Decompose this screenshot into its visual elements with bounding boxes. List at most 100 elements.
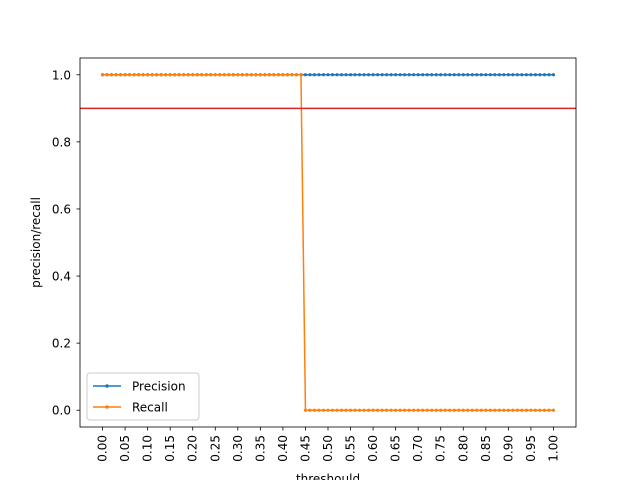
series-point-recall — [263, 73, 267, 77]
series-point-recall — [294, 73, 299, 77]
series-point-precision — [457, 73, 461, 77]
series-point-precision — [348, 73, 353, 77]
series-point-recall — [245, 73, 249, 77]
series-point-recall — [430, 408, 434, 412]
series-point-recall — [209, 73, 213, 77]
legend-label-precision: Precision — [132, 380, 186, 394]
series-point-precision — [466, 73, 470, 77]
series-point-recall — [249, 73, 253, 77]
series-point-recall — [186, 73, 190, 77]
series-point-recall — [168, 73, 172, 77]
x-tick-label: 0.50 — [321, 435, 335, 462]
series-point-recall — [403, 408, 407, 412]
series-point-recall — [128, 73, 132, 77]
series-point-precision — [407, 73, 411, 77]
series-point-recall — [461, 408, 465, 412]
y-tick-label: 0.8 — [52, 135, 71, 149]
series-point-precision — [317, 73, 321, 77]
series-point-precision — [366, 73, 371, 77]
series-point-recall — [155, 73, 159, 77]
x-tick-label: 0.60 — [366, 435, 380, 462]
series-point-recall — [339, 408, 344, 412]
series-point-recall — [488, 408, 492, 412]
x-tick-label: 0.35 — [253, 435, 267, 462]
series-point-precision — [434, 73, 438, 77]
series-point-recall — [357, 408, 362, 412]
series-point-recall — [412, 408, 416, 412]
x-axis: 0.00 0.05 0.10 0.15 0.20 0.25 0.30 0.35 0.40 0.45… — [96, 427, 560, 462]
series-point-recall — [213, 73, 217, 77]
series-point-recall — [416, 408, 420, 412]
series-point-recall — [385, 408, 389, 412]
series-point-precision — [376, 73, 380, 77]
series-point-recall — [533, 408, 538, 412]
series-point-recall — [479, 408, 483, 412]
series-point-precision — [551, 73, 556, 77]
series-point-precision — [538, 73, 542, 77]
series-point-recall — [353, 408, 357, 412]
series-point-recall — [439, 408, 443, 412]
series-point-recall — [389, 408, 393, 412]
plot-area — [79, 57, 577, 428]
series-point-precision — [425, 73, 429, 77]
series-point-recall — [394, 408, 398, 412]
x-tick-label: 0.85 — [479, 435, 493, 462]
x-tick-label: 0.90 — [501, 435, 515, 462]
series-point-precision — [524, 73, 529, 77]
series-point-recall — [321, 408, 326, 412]
series-point-recall — [173, 73, 177, 77]
series-point-recall — [366, 408, 371, 412]
x-tick-label: 0.65 — [389, 435, 403, 462]
series-point-recall — [218, 73, 222, 77]
series-point-recall — [542, 408, 547, 412]
series-point-recall — [240, 73, 244, 77]
series-point-recall — [109, 73, 114, 77]
series-point-precision — [330, 73, 335, 77]
series-point-recall — [258, 73, 262, 77]
series-point-precision — [533, 73, 538, 77]
series-point-precision — [394, 73, 398, 77]
x-tick-label: 0.75 — [434, 435, 448, 462]
series-point-recall — [511, 408, 515, 412]
y-axis: 0.0 0.2 0.4 0.6 0.8 1.0 — [52, 68, 80, 418]
x-tick-label: 1.00 — [546, 435, 560, 462]
series-point-recall — [150, 73, 154, 77]
series-point-recall — [204, 73, 208, 77]
series-point-recall — [159, 73, 163, 77]
series-point-recall — [470, 408, 474, 412]
series-point-recall — [326, 408, 330, 412]
x-tick-label: 0.40 — [276, 435, 290, 462]
y-axis-title: precision/recall — [29, 197, 43, 288]
legend-marker-precision — [105, 384, 109, 388]
series-point-precision — [362, 73, 366, 77]
series-point-precision — [344, 73, 348, 77]
x-tick-label: 0.45 — [298, 435, 312, 462]
series-point-precision — [502, 73, 506, 77]
series-point-recall — [448, 408, 452, 412]
legend-label-recall: Recall — [132, 401, 168, 415]
series-point-precision — [308, 73, 312, 77]
series-point-recall — [123, 73, 127, 77]
series-point-recall — [191, 73, 195, 77]
series-point-precision — [303, 73, 308, 77]
series-point-precision — [506, 73, 510, 77]
series-point-recall — [146, 73, 150, 77]
series-point-precision — [452, 73, 456, 77]
series-point-recall — [254, 73, 258, 77]
y-tick-label: 0.6 — [52, 202, 71, 216]
x-tick-label: 0.95 — [524, 435, 538, 462]
series-point-precision — [470, 73, 474, 77]
series-point-recall — [137, 73, 141, 77]
series-point-recall — [227, 73, 231, 77]
series-point-precision — [511, 73, 515, 77]
series-point-precision — [371, 73, 375, 77]
x-tick-label: 0.25 — [208, 435, 222, 462]
series-point-recall — [348, 408, 353, 412]
series-point-recall — [506, 408, 510, 412]
series-point-recall — [515, 408, 519, 412]
series-point-recall — [303, 408, 308, 412]
series-point-recall — [100, 73, 105, 77]
series-point-precision — [493, 73, 497, 77]
series-point-precision — [542, 73, 547, 77]
series-point-recall — [222, 73, 226, 77]
